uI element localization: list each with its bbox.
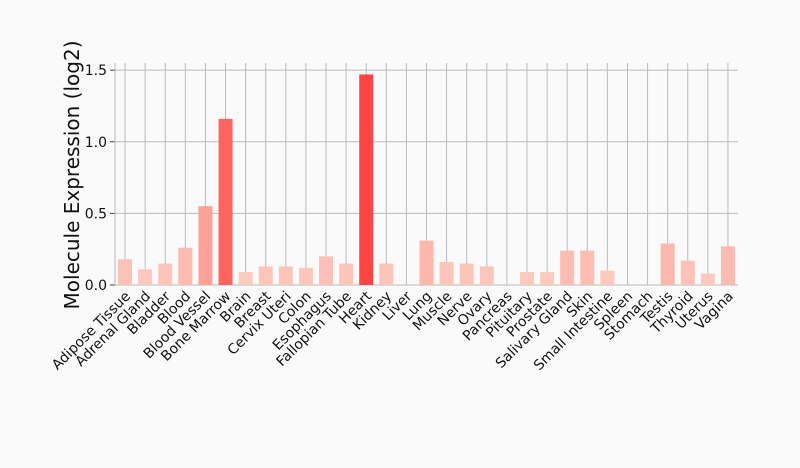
bar-thyroid[interactable] bbox=[680, 260, 695, 285]
axes bbox=[110, 63, 116, 286]
bar-skin[interactable] bbox=[580, 250, 595, 285]
bar-cervix-uteri[interactable] bbox=[278, 266, 293, 285]
bar-bone-marrow[interactable] bbox=[218, 118, 233, 285]
bar-ovary[interactable] bbox=[479, 266, 494, 285]
bar-fallopian-tube[interactable] bbox=[339, 263, 354, 285]
bar-pituitary[interactable] bbox=[519, 272, 534, 285]
bar-prostate[interactable] bbox=[540, 272, 555, 285]
bar-vagina[interactable] bbox=[720, 246, 735, 285]
bar-brain[interactable] bbox=[238, 272, 253, 285]
bar-uterus[interactable] bbox=[700, 273, 715, 285]
grid bbox=[115, 63, 738, 286]
bar-breast[interactable] bbox=[258, 266, 273, 285]
y-tick-label: 1.5 bbox=[85, 63, 107, 79]
bar-nerve[interactable] bbox=[459, 263, 474, 285]
bar-adipose-tissue[interactable] bbox=[118, 259, 133, 285]
bar-kidney[interactable] bbox=[379, 263, 394, 285]
bar-blood-vessel[interactable] bbox=[198, 206, 213, 285]
bar-colon[interactable] bbox=[298, 267, 313, 285]
bar-muscle[interactable] bbox=[439, 262, 454, 285]
bar-testis[interactable] bbox=[660, 243, 675, 285]
y-tick-label: 1.0 bbox=[85, 135, 107, 151]
bar-heart[interactable] bbox=[359, 74, 374, 285]
bar-lung[interactable] bbox=[419, 240, 434, 285]
bar-bladder[interactable] bbox=[158, 263, 173, 285]
bars bbox=[118, 74, 735, 285]
y-tick-label: 0.5 bbox=[85, 206, 107, 222]
bar-salivary-gland[interactable] bbox=[560, 250, 575, 285]
y-axis-title: Molecule Expression (log2) bbox=[60, 41, 84, 310]
y-tick-label: 0.0 bbox=[85, 278, 107, 294]
bar-adrenal-gland[interactable] bbox=[138, 269, 153, 285]
bar-small-intestine[interactable] bbox=[600, 270, 615, 285]
bar-esophagus[interactable] bbox=[319, 256, 334, 285]
bar-blood[interactable] bbox=[178, 247, 193, 285]
